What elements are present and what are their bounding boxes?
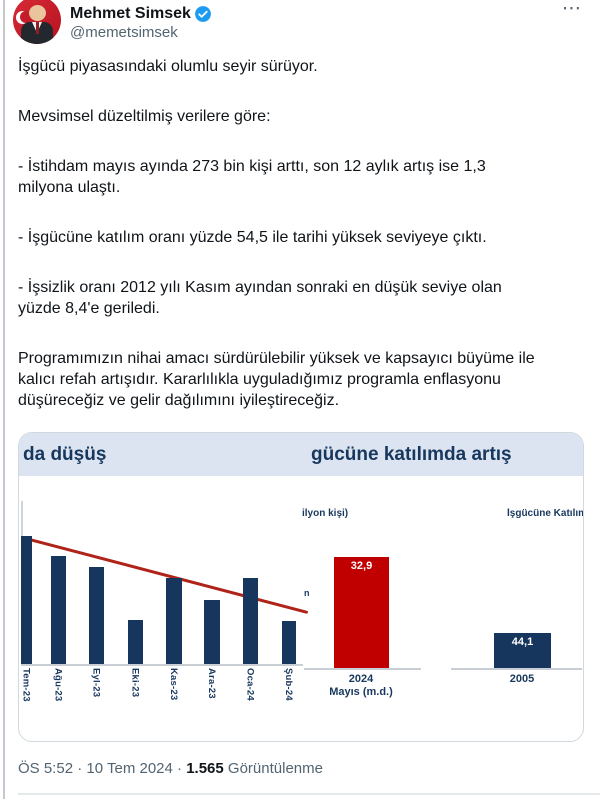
x-axis-label: Şub-24: [283, 668, 294, 701]
participation-bar-value: 44,1: [511, 636, 534, 648]
tweet-image-card[interactable]: da düşüş gücüne katılımda artış Tem-23 Ağ…: [18, 432, 584, 742]
dot-separator: ·: [77, 760, 83, 777]
x-axis-label: Ara-23: [206, 668, 217, 699]
left-chart: Tem-23 Ağu-23 Eyl-23 Eki-23 Kas-23 Ara-23 Oca-…: [19, 433, 583, 741]
tweet-text: İşgücü piyasasındaki olumlu seyir sürüyo…: [18, 56, 584, 440]
mid-chart-baseline: [304, 668, 421, 670]
verified-badge-icon: [195, 5, 211, 22]
x-axis-label: Tem-23: [20, 668, 32, 702]
x-axis-label: Ağu-23: [52, 668, 64, 702]
x-axis-label: Kas-23: [168, 668, 179, 701]
month-bar-Eyl-23: [89, 567, 104, 664]
mid-cat-year: 2024: [348, 673, 374, 685]
month-bar-Ağu-23: [51, 556, 66, 664]
right-chart-baseline: [451, 668, 582, 670]
column-left-border: [3, 0, 5, 799]
avatar-tie: [36, 22, 39, 34]
month-bar-Eki-23: [128, 620, 143, 664]
avatar[interactable]: [13, 0, 61, 44]
mid-cat-month: Mayıs (m.d.): [329, 685, 393, 698]
tweet-paragraph: - İstihdam mayıs ayında 273 bin kişi art…: [18, 158, 486, 196]
participation-bar: 44,1: [494, 633, 551, 668]
display-name[interactable]: Mehmet Simsek: [70, 5, 191, 22]
month-bar-Tem-23: [21, 536, 32, 664]
tweet-paragraph: - İşgücüne katılım oranı yüzde 54,5 ile …: [18, 229, 487, 246]
timestamp: ÖS 5:52: [18, 760, 74, 777]
dot-separator-2: ·: [177, 760, 183, 777]
tweet-paragraph: Programımızın nihai amacı sürdürülebilir…: [18, 350, 535, 409]
tweet-paragraph: İşgücü piyasasındaki olumlu seyir sürüyo…: [18, 58, 318, 75]
tweet-meta: ÖS 5:52 · 10 Tem 2024 · 1.565 Görüntülen…: [18, 760, 323, 777]
mid-chart-unit-label: ilyon kişi): [302, 508, 349, 519]
avatar-head: [29, 5, 46, 21]
employment-bar: 32,9: [334, 557, 389, 668]
right-chart-title: İşgücüne Katılım: [507, 508, 583, 519]
date: 10 Tem 2024: [86, 760, 173, 777]
left-panel-header: da düşüş: [19, 433, 308, 476]
month-bar-Kas-23: [166, 578, 182, 664]
month-bar-Şub-24: [282, 621, 296, 664]
month-bar-Oca-24: [243, 578, 258, 664]
x-axis-label: Eyl-23: [90, 668, 102, 698]
mid-chart-category: 2024 Mayıs (m.d.): [301, 673, 421, 698]
left-chart-baseline: [21, 664, 303, 666]
views-label: Görüntülenme: [227, 760, 323, 777]
right-chart-category: 2005: [509, 673, 535, 685]
views-count: 1.565: [186, 760, 224, 777]
right-panel-header: gücüne katılımda artış: [308, 433, 583, 476]
tweet-paragraph: - İşsizlik oranı 2012 yılı Kasım ayından…: [18, 279, 502, 317]
x-axis-label: Eki-23: [129, 668, 141, 698]
bottom-divider: [18, 793, 600, 795]
clipped-label-fragment: n: [304, 588, 310, 598]
employment-bar-value: 32,9: [350, 560, 373, 572]
user-handle[interactable]: @memetsimsek: [70, 24, 178, 41]
more-menu-icon[interactable]: ⋯: [562, 0, 582, 19]
tweet-paragraph: Mevsimsel düzeltilmiş verilere göre:: [18, 108, 271, 125]
x-axis-label: Oca-24: [244, 668, 256, 701]
month-bar-Ara-23: [204, 600, 220, 664]
